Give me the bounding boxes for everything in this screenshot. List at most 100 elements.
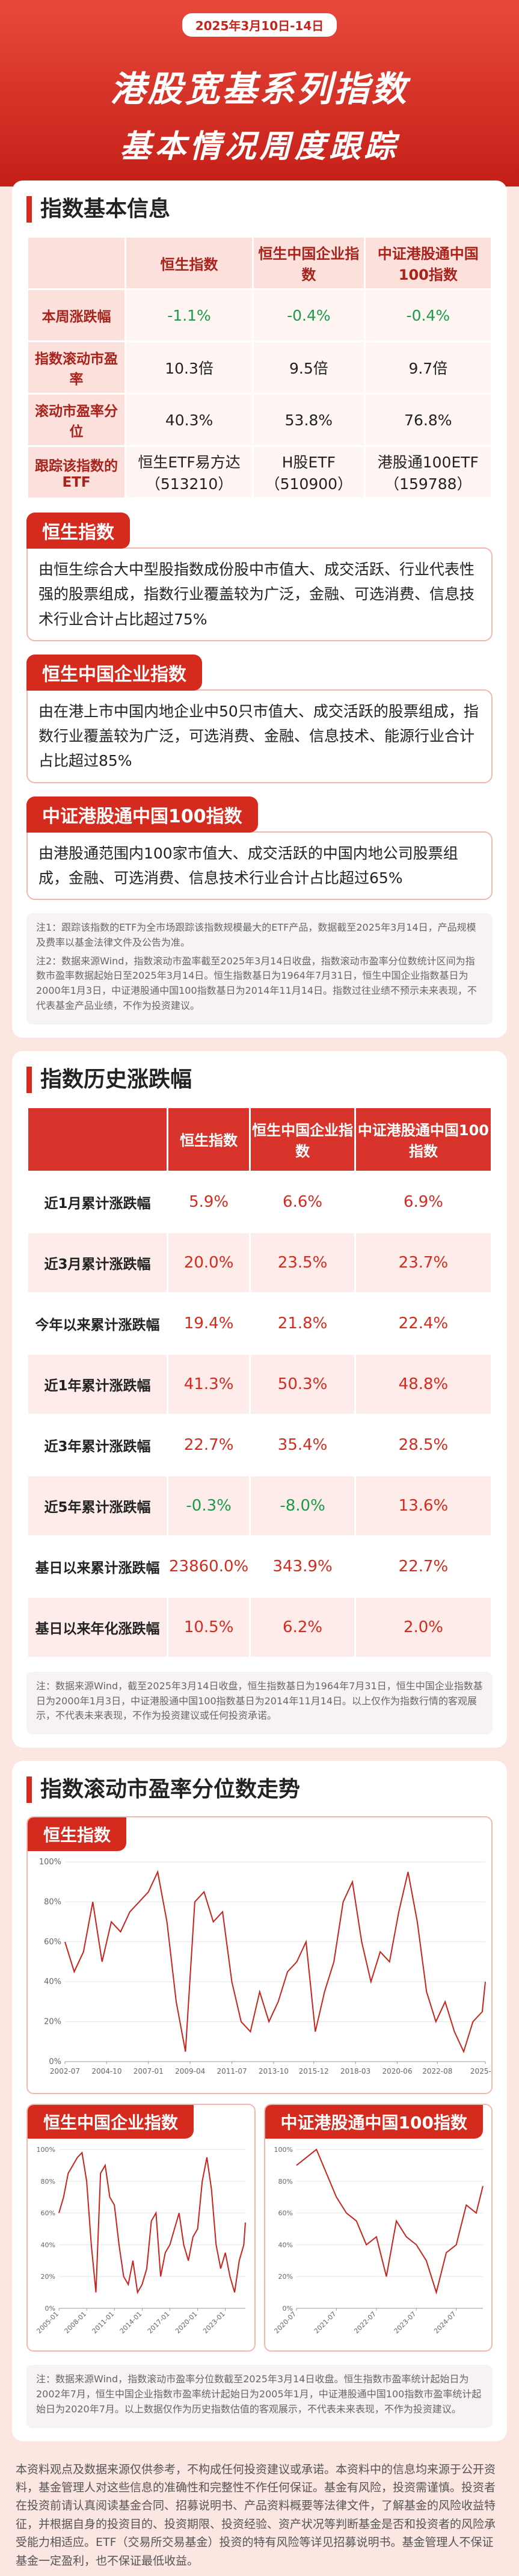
x-tick-label: 2023-07 — [392, 2310, 417, 2335]
cell: -8.0% — [251, 1476, 354, 1535]
x-tick-label: 2015-12 — [299, 2067, 329, 2075]
chart-title: 中证港股通中国100指数 — [265, 2105, 483, 2139]
cell: 23.5% — [251, 1233, 354, 1292]
notes: 注：数据来源Wind，截至2025年3月14日收盘，恒生指数基日为1964年7月… — [26, 1671, 493, 1735]
column-header: 中证港股通中国100指数 — [355, 1108, 491, 1171]
description-text: 由恒生综合大中型股指数成份股中市值大、成交活跃、行业代表性强的股票组成，指数行业… — [26, 547, 493, 641]
note: 注2：数据来源Wind，指数滚动市盈率截至2025年3月14日收盘，指数滚动市盈… — [36, 955, 478, 1011]
cell: 港股通100ETF（159788） — [365, 447, 491, 498]
table-row: 近3月累计涨跌幅 20.0% 23.5% 23.7% — [28, 1233, 491, 1292]
x-tick-label: 2013-10 — [259, 2067, 289, 2075]
history-table: 恒生指数 恒生中国企业指数 中证港股通中国100指数 近1月累计涨跌幅 5.9% 6.6%… — [26, 1106, 493, 1659]
chart-title: 恒生指数 — [28, 1817, 127, 1852]
table-row: 本周涨跌幅 -1.1% -0.4% -0.4% — [28, 290, 491, 340]
cell: 28.5% — [398, 1435, 449, 1454]
table-row: 近1年累计涨跌幅 41.3% 50.3% 48.8% — [28, 1354, 491, 1414]
y-tick-label: 100% — [39, 1858, 61, 1867]
y-tick-label: 100% — [37, 2146, 55, 2154]
x-tick-label: 2014-01 — [118, 2310, 144, 2335]
table-row: 跟踪该指数的ETF 恒生ETF易方达（513210） H股ETF（510900） 港股… — [28, 447, 491, 498]
y-tick-label: 80% — [44, 1898, 61, 1907]
y-tick-label: 20% — [44, 2018, 61, 2027]
cell: 35.4% — [277, 1435, 328, 1454]
x-tick-label: 2020-06 — [382, 2067, 412, 2075]
chart-box: 中证港股通中国100指数 0% 20% 40% 60% 80% 100% 2020-07 20… — [263, 2104, 493, 2352]
description-title: 恒生指数 — [26, 513, 130, 549]
table-row: 近3年累计涨跌幅 22.7% 35.4% 28.5% — [28, 1416, 491, 1474]
cell: 13.6% — [355, 1476, 491, 1535]
title: 港股宽基系列指数 — [110, 69, 409, 109]
x-tick-label: 2020-07 — [272, 2310, 298, 2335]
x-tick-label: 2022-08 — [422, 2067, 452, 2075]
y-tick-label: 0% — [45, 2305, 55, 2313]
date: 2025年3月10日-14日 — [182, 13, 337, 37]
cell: 6.9% — [403, 1192, 443, 1211]
description-text: 由港股通范围内100家市值大、成交活跃的中国内地公司股票组成，金融、可选消费、信… — [26, 831, 493, 900]
cell: 10.5% — [168, 1597, 250, 1657]
x-tick-label: 2002-07 — [50, 2067, 80, 2075]
cell: 76.8% — [365, 395, 491, 445]
chart: 0% 20% 40% 60% 80% 100% 2020-07 2021-07 2022-07 2… — [272, 2146, 484, 2335]
cell: 22.7% — [183, 1435, 234, 1454]
description: 恒生中国企业指数 由在港上市中国内地企业中50只市值大、成交活跃的股票组成，指数行… — [26, 654, 493, 783]
history-card: 指数历史涨跌幅 恒生指数 恒生中国企业指数 中证港股通中国100指数 近1月累计涨跌幅… — [12, 1050, 507, 1748]
row-label: 近3年累计涨跌幅 — [44, 1438, 151, 1455]
table-row: 近1月累计涨跌幅 5.9% 6.6% 6.9% — [28, 1172, 491, 1231]
cell: -0.4% — [365, 290, 491, 340]
x-tick-label: 2025-03 — [470, 2067, 493, 2075]
cell: 21.8% — [277, 1314, 328, 1333]
y-tick-label: 80% — [278, 2178, 292, 2186]
header-row: 恒生指数 恒生中国企业指数 中证港股通中国100指数 — [28, 1108, 491, 1171]
y-tick-label: 40% — [41, 2242, 55, 2249]
x-tick-label: 2011-07 — [217, 2067, 247, 2075]
header-row: 恒生指数 恒生中国企业指数 中证港股通中国100指数 — [28, 238, 491, 288]
cell: 9.5倍 — [254, 342, 364, 393]
x-tick-label: 2005-01 — [35, 2310, 60, 2335]
chart-row: 恒生中国企业指数 0% 20% 40% 60% 80% 100% 2005-01 2008-0… — [26, 2094, 493, 2352]
cell: 48.8% — [355, 1354, 491, 1414]
cell: H股ETF（510900） — [254, 447, 364, 498]
y-tick-label: 60% — [44, 1938, 61, 1947]
cell: 41.3% — [168, 1354, 250, 1414]
table-row: 基日以来累计涨跌幅 23860.0% 343.9% 22.7% — [28, 1537, 491, 1596]
cell: -0.4% — [254, 290, 364, 340]
table-row: 滚动市盈率分位 40.3% 53.8% 76.8% — [28, 395, 491, 445]
x-tick-label: 2008-01 — [63, 2310, 88, 2335]
cell: 23.7% — [355, 1233, 491, 1292]
basic-table: 恒生指数 恒生中国企业指数 中证港股通中国100指数 本周涨跌幅 -1.1% -0.4% -… — [26, 236, 493, 499]
chart: 0%20%40%60%80%100%2005-01 2008-01 2011-01 2… — [35, 2146, 246, 2335]
y-tick-label: 40% — [278, 2242, 292, 2249]
table-row: 指数滚动市盈率 10.3倍 9.5倍 9.7倍 — [28, 342, 491, 393]
row-label: 基日以来累计涨跌幅 — [35, 1560, 160, 1576]
x-tick-label: 2017-01 — [146, 2310, 171, 2335]
note: 注1：跟踪该指数的ETF为全市场跟踪该指数规模最大的ETF产品，数据截至2025… — [36, 922, 476, 948]
column-header: 恒生中国企业指数 — [251, 1108, 354, 1171]
x-tick-label: 2007-01 — [134, 2067, 164, 2075]
x-tick-label: 2022-07 — [352, 2310, 378, 2335]
chart-box: 恒生指数 0% 20% 40% 60% 80% 100% 2002-07 2004-10 200… — [26, 1816, 493, 2095]
cell: 10.3倍 — [126, 342, 253, 393]
row-label: 近5年累计涨跌幅 — [28, 1476, 167, 1535]
column-header: 恒生中国企业指数 — [254, 238, 364, 288]
x-tick-label: 2020-01 — [174, 2310, 199, 2335]
cell: 40.3% — [126, 395, 253, 445]
note: 注：数据来源Wind，指数滚动市盈率分位数截至2025年3月14日收盘。恒生指数… — [36, 2373, 482, 2415]
cell: 50.3% — [251, 1354, 354, 1414]
row-label: 指数滚动市盈率 — [28, 342, 124, 393]
row-label: 基日以来年化涨跌幅 — [28, 1597, 167, 1657]
cell: 22.4% — [398, 1314, 449, 1333]
table-row: 近5年累计涨跌幅 -0.3% -8.0% 13.6% — [28, 1476, 491, 1535]
x-tick-label: 2018-03 — [340, 2067, 370, 2075]
y-tick-label: 20% — [41, 2273, 55, 2281]
chart-title: 恒生中国企业指数 — [28, 2105, 194, 2139]
corner-cell — [28, 238, 124, 288]
y-tick-label: 100% — [274, 2146, 292, 2154]
notes: 注：数据来源Wind，指数滚动市盈率分位数截至2025年3月14日收盘。恒生指数… — [26, 2365, 493, 2428]
description: 恒生指数 由恒生综合大中型股指数成份股中市值大、成交活跃、行业代表性强的股票组成，… — [26, 513, 493, 641]
cell: -0.3% — [168, 1476, 250, 1535]
cell: -1.1% — [126, 290, 253, 340]
pe-card: 指数滚动市盈率分位数走势 恒生指数 0% 20% 40% 60% 80% 100% 2002… — [12, 1761, 507, 2441]
y-tick-label: 60% — [278, 2210, 292, 2217]
line — [58, 2151, 246, 2294]
